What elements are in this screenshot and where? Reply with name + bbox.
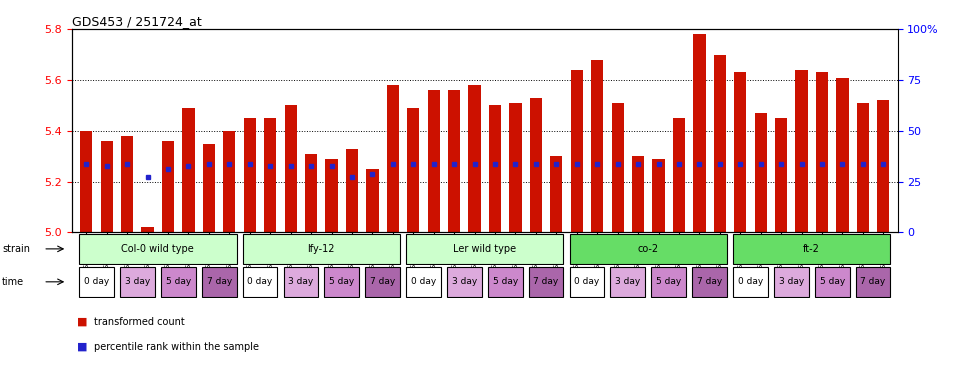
Bar — [569, 234, 727, 264]
Bar — [203, 143, 215, 232]
Bar — [734, 72, 746, 232]
Bar — [101, 141, 113, 232]
Bar — [162, 141, 174, 232]
Bar — [489, 105, 501, 232]
Bar — [733, 234, 891, 264]
Text: time: time — [2, 277, 24, 287]
Text: Ler wild type: Ler wild type — [453, 244, 516, 254]
Text: 0 day: 0 day — [411, 277, 436, 286]
Bar — [529, 267, 564, 296]
Bar — [591, 60, 603, 232]
Text: 7 day: 7 day — [206, 277, 231, 286]
Bar — [141, 227, 154, 232]
Bar — [264, 118, 276, 232]
Bar — [877, 100, 889, 232]
Bar — [387, 85, 399, 232]
Text: ■: ■ — [77, 342, 87, 352]
Bar — [693, 34, 706, 232]
Text: ft-2: ft-2 — [804, 244, 820, 254]
Text: 5 day: 5 day — [492, 277, 517, 286]
Bar — [305, 154, 317, 232]
Text: 7 day: 7 day — [534, 277, 559, 286]
Bar — [406, 234, 564, 264]
Bar — [550, 156, 563, 232]
Bar — [836, 78, 849, 232]
Bar — [81, 131, 92, 232]
Bar — [243, 267, 277, 296]
Bar — [510, 103, 521, 232]
Text: 0 day: 0 day — [248, 277, 273, 286]
Bar — [713, 55, 726, 232]
Bar — [121, 136, 133, 232]
Text: 7 day: 7 day — [697, 277, 722, 286]
Text: 3 day: 3 day — [615, 277, 640, 286]
Bar — [612, 103, 624, 232]
Bar — [692, 267, 727, 296]
Bar — [284, 105, 297, 232]
Bar — [488, 267, 522, 296]
Bar — [755, 113, 767, 232]
Bar — [570, 70, 583, 232]
Bar — [407, 108, 420, 232]
Text: lfy-12: lfy-12 — [307, 244, 335, 254]
Bar — [611, 267, 645, 296]
Bar — [161, 267, 196, 296]
Bar — [243, 234, 400, 264]
Text: 3 day: 3 day — [779, 277, 804, 286]
Bar — [202, 267, 236, 296]
Bar — [673, 118, 685, 232]
Bar — [427, 90, 440, 232]
Text: 5 day: 5 day — [329, 277, 354, 286]
Text: 5 day: 5 day — [656, 277, 682, 286]
Bar — [856, 103, 869, 232]
Bar — [774, 267, 808, 296]
Bar — [406, 267, 441, 296]
Text: 5 day: 5 day — [166, 277, 191, 286]
Bar — [79, 234, 236, 264]
Bar — [182, 108, 195, 232]
Text: 0 day: 0 day — [84, 277, 109, 286]
Bar — [120, 267, 155, 296]
Bar — [448, 90, 460, 232]
Text: strain: strain — [2, 244, 30, 254]
Bar — [651, 267, 686, 296]
Bar — [733, 267, 768, 296]
Bar — [775, 118, 787, 232]
Bar — [632, 156, 644, 232]
Text: GDS453 / 251724_at: GDS453 / 251724_at — [72, 15, 202, 28]
Text: 0 day: 0 day — [574, 277, 600, 286]
Bar — [346, 149, 358, 232]
Text: 5 day: 5 day — [820, 277, 845, 286]
Bar — [796, 70, 807, 232]
Bar — [855, 267, 891, 296]
Bar — [283, 267, 319, 296]
Bar — [367, 169, 378, 232]
Bar — [530, 98, 542, 232]
Text: co-2: co-2 — [637, 244, 659, 254]
Bar — [325, 159, 338, 232]
Bar — [447, 267, 482, 296]
Text: transformed count: transformed count — [94, 317, 185, 327]
Bar — [365, 267, 400, 296]
Text: 7 day: 7 day — [370, 277, 396, 286]
Text: ■: ■ — [77, 317, 87, 327]
Bar — [653, 159, 664, 232]
Bar — [569, 267, 605, 296]
Bar — [816, 72, 828, 232]
Bar — [79, 267, 114, 296]
Bar — [468, 85, 481, 232]
Text: Col-0 wild type: Col-0 wild type — [122, 244, 194, 254]
Text: percentile rank within the sample: percentile rank within the sample — [94, 342, 259, 352]
Text: 0 day: 0 day — [738, 277, 763, 286]
Text: 7 day: 7 day — [860, 277, 886, 286]
Bar — [815, 267, 850, 296]
Bar — [324, 267, 359, 296]
Text: 3 day: 3 day — [125, 277, 150, 286]
Text: 3 day: 3 day — [452, 277, 477, 286]
Bar — [224, 131, 235, 232]
Text: 3 day: 3 day — [288, 277, 314, 286]
Bar — [244, 118, 256, 232]
